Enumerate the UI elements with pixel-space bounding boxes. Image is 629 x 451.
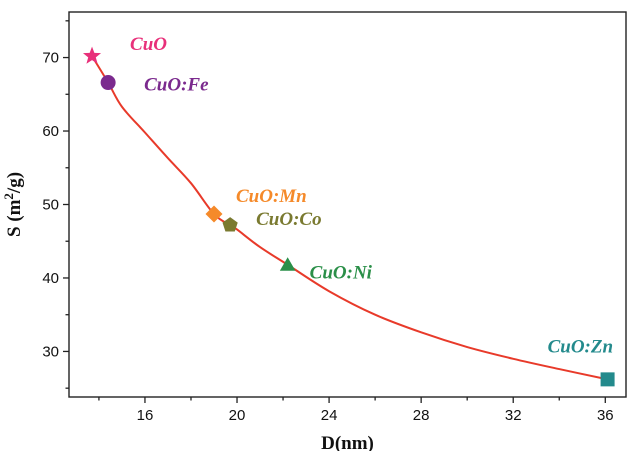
- plot-axes: 16 20 24 28 32 36 30 40 50 60 70: [42, 11, 627, 424]
- point-label: CuO:Fe: [144, 75, 209, 96]
- y-tick-label: 50: [42, 197, 59, 214]
- x-axis-title: D(nm): [321, 433, 374, 451]
- data-points: [82, 46, 615, 387]
- y-tick-label: 40: [42, 270, 59, 287]
- point-label: CuO:Zn: [548, 336, 613, 357]
- point-label: CuO:Co: [256, 209, 321, 230]
- fit-curve-group: [91, 55, 608, 381]
- data-point-cuo: [82, 46, 102, 64]
- y-axis-title-tail: /g): [4, 172, 25, 194]
- data-point-cuo-zn: [600, 372, 615, 387]
- y-axis-title-superscript: 2: [1, 193, 16, 200]
- y-axis-title-main: S (m: [4, 199, 25, 237]
- point-label: CuO:Ni: [310, 263, 373, 284]
- data-point-cuo-ni: [279, 257, 296, 271]
- y-axis-title: S (m2/g): [1, 172, 26, 237]
- data-point-cuo-fe: [100, 75, 116, 91]
- x-tick-label: 16: [137, 407, 154, 424]
- y-tick-label: 30: [42, 343, 59, 360]
- point-label: CuO:Mn: [236, 186, 307, 207]
- y-tick-label: 70: [42, 50, 59, 67]
- x-tick-label: 20: [229, 407, 246, 424]
- plot-frame: [68, 11, 627, 398]
- x-tick-label: 32: [505, 407, 522, 424]
- y-tick-label: 60: [42, 123, 59, 140]
- point-label: CuO: [130, 34, 167, 55]
- data-point-cuo-mn: [205, 205, 223, 223]
- x-tick-label: 28: [413, 407, 430, 424]
- x-tick-label: 24: [321, 407, 338, 424]
- x-tick-label: 36: [597, 407, 614, 424]
- data-point-cuo-co: [222, 217, 238, 232]
- fit-curve: [91, 55, 608, 381]
